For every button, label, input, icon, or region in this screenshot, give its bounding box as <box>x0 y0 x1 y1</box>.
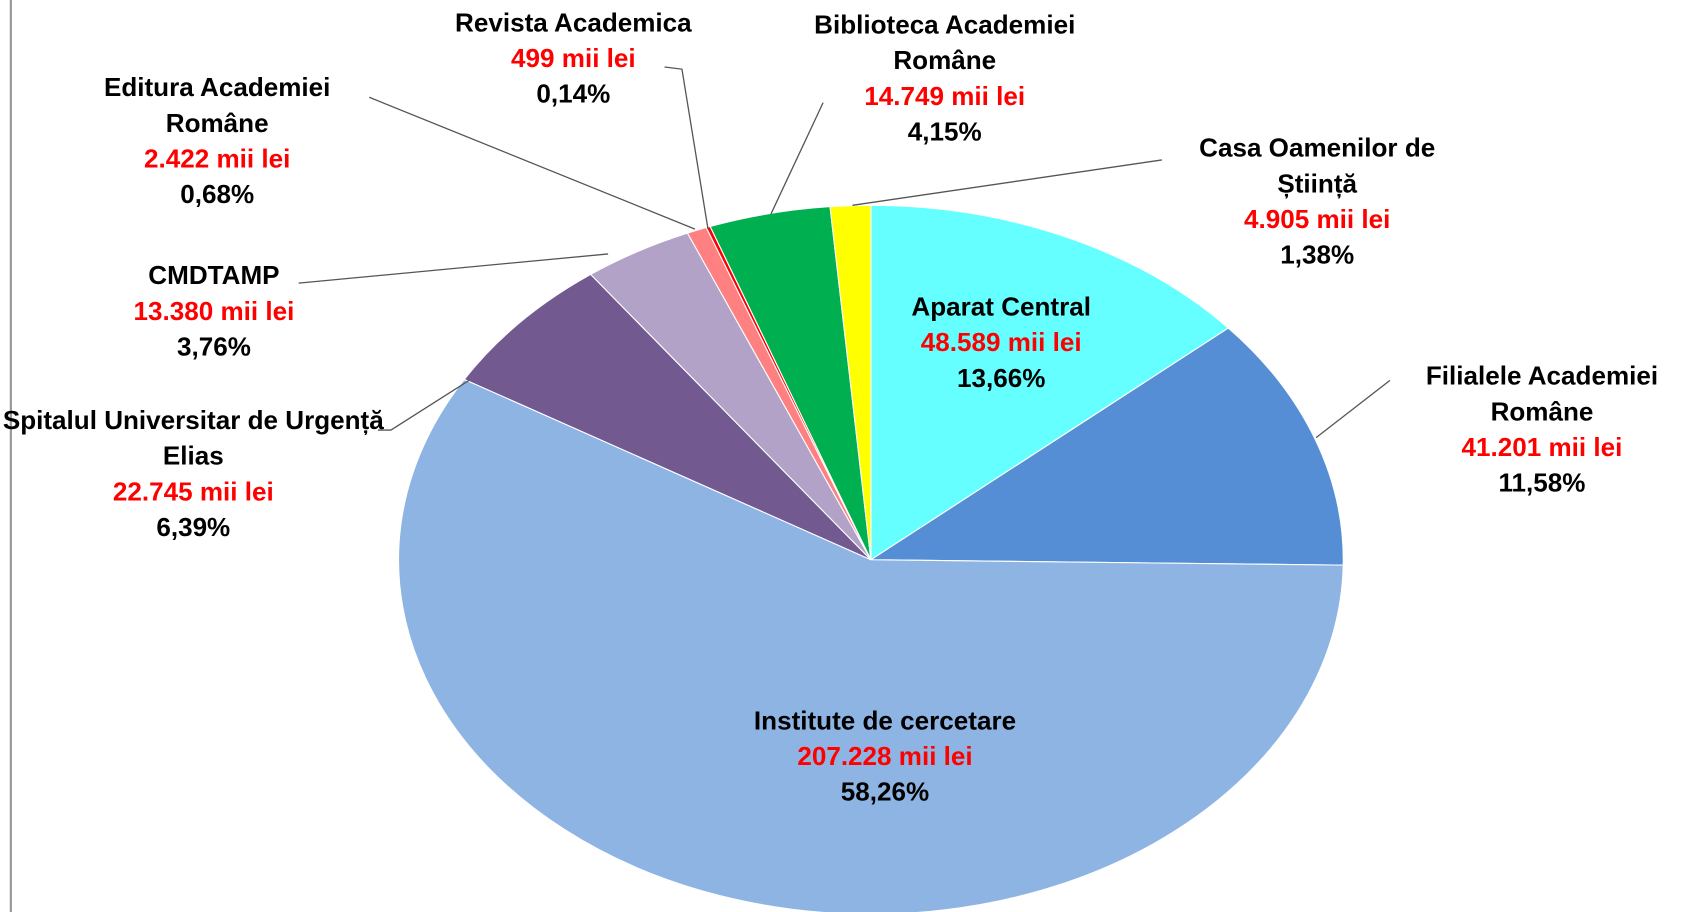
slice-share: 13,66% <box>957 364 1046 394</box>
slice-name: Revista Academica <box>455 8 692 38</box>
slice-share: 4,15% <box>907 117 982 147</box>
slice-name: Spitalul Universitar de Urgență Elias <box>2 406 384 472</box>
slice-amount: 2.422 mii lei <box>144 144 291 174</box>
slice-amount: 41.201 mii lei <box>1461 433 1623 463</box>
pie-slice <box>463 273 872 561</box>
leader-line <box>368 96 696 230</box>
leader-line <box>298 253 609 284</box>
leader-line <box>377 379 470 431</box>
slice-share: 3,76% <box>176 332 251 363</box>
slice-amount: 207.228 mii lei <box>797 742 973 772</box>
slice-amount: 13.380 mii lei <box>133 297 295 327</box>
slice-amount: 22.745 mii lei <box>112 477 274 507</box>
slice-share: 0,68% <box>180 180 255 210</box>
slice-share: 6,39% <box>156 513 231 543</box>
slice-name: Casa Oamenilor de Știință <box>1199 133 1436 199</box>
slice-name: Institute de cercetare <box>753 706 1017 736</box>
leader-line <box>770 102 824 215</box>
slice-share: 1,38% <box>1280 240 1355 271</box>
pie-slice <box>397 378 1344 912</box>
pie-slice <box>829 204 872 560</box>
slice-name: Editura Academiei Române <box>103 73 331 139</box>
slice-amount: 499 mii lei <box>511 44 636 74</box>
slice-name: Aparat Central <box>911 292 1091 323</box>
slice-label: Editura Academiei Române 2.422 mii lei 0,6… <box>76 70 358 213</box>
slice-label: Filialele Academiei Române 41.201 mii lei… <box>1385 359 1694 502</box>
slice-label: CMDTAMP 13.380 mii lei 3,76% <box>0 258 442 365</box>
leader-line <box>664 66 709 230</box>
pie-slice <box>869 327 1344 566</box>
slice-label: Institute de cercetare 207.228 mii lei 58,… <box>657 703 1113 810</box>
slice-amount: 4.905 mii lei <box>1244 205 1391 235</box>
leader-line <box>852 159 1163 206</box>
slice-label: Aparat Central 48.589 mii lei 13,66% <box>773 290 1229 397</box>
slice-label: Revista Academica 499 mii lei 0,14% <box>345 5 801 112</box>
slice-amount: 14.749 mii lei <box>864 82 1026 112</box>
slice-share: 11,58% <box>1498 468 1586 499</box>
slice-share: 0,14% <box>536 79 611 110</box>
slice-label: Biblioteca Academiei Române 14.749 mii le… <box>782 8 1108 151</box>
slice-amount: 48.589 mii lei <box>920 328 1082 358</box>
slice-name: Filialele Academiei Române <box>1425 362 1659 427</box>
slice-name: CMDTAMP <box>148 261 280 291</box>
slice-name: Biblioteca Academiei Române <box>814 10 1076 76</box>
pie-slice <box>870 204 1230 561</box>
slice-share: 58,26% <box>840 778 930 808</box>
leader-line <box>1315 379 1391 439</box>
slice-label: Casa Oamenilor de Știință 4.905 mii lei 1,… <box>1171 131 1464 274</box>
slice-label: Spitalul Universitar de Urgență Elias 22.… <box>0 403 389 546</box>
